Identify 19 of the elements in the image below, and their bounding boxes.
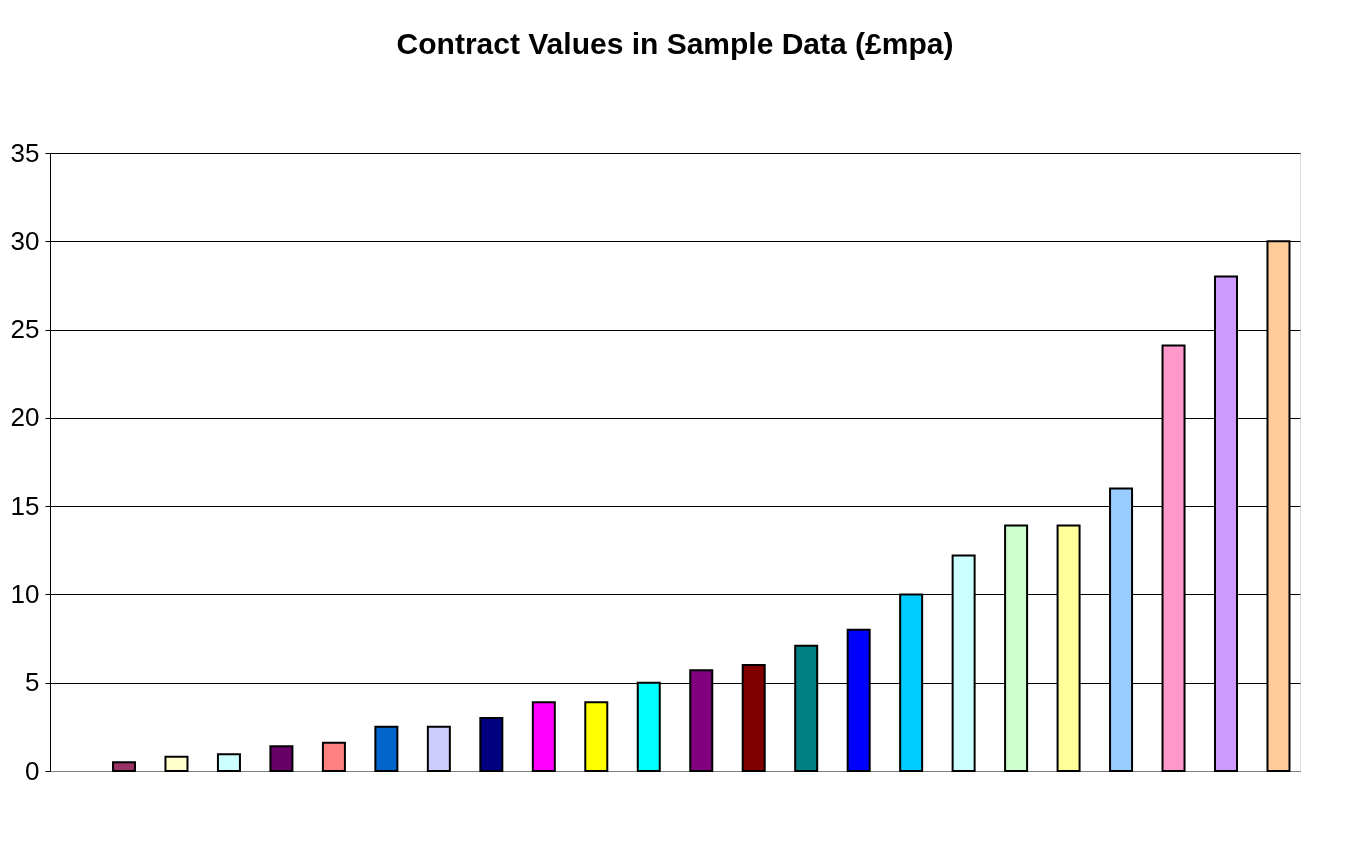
bar xyxy=(531,701,556,772)
chart-title: Contract Values in Sample Data (£mpa) xyxy=(396,27,954,60)
bar xyxy=(111,761,136,772)
bar xyxy=(374,725,399,772)
bar xyxy=(321,741,346,772)
y-tick-label: 35 xyxy=(10,137,40,168)
y-tick-label: 25 xyxy=(10,314,40,345)
y-tick-label: 10 xyxy=(10,578,40,609)
bar xyxy=(479,717,504,772)
bar xyxy=(164,755,189,772)
bar xyxy=(426,725,451,772)
bar xyxy=(269,745,294,772)
y-tick-label: 5 xyxy=(25,667,40,698)
bar xyxy=(584,701,609,772)
y-tick-label: 0 xyxy=(25,755,40,786)
y-tick-label: 15 xyxy=(10,490,40,521)
y-tick-label: 20 xyxy=(10,402,40,433)
y-tick-label: 30 xyxy=(10,225,40,256)
bar xyxy=(216,753,241,772)
